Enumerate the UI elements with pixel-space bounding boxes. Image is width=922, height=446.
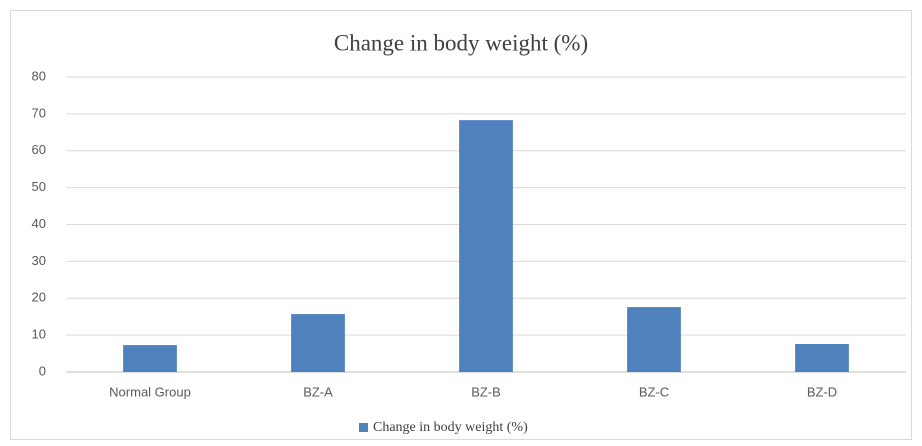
bar [291, 314, 345, 372]
x-tick-label: BZ-B [471, 384, 501, 399]
bar [459, 120, 513, 372]
y-tick-label: 30 [32, 253, 46, 268]
x-tick-label: BZ-C [639, 384, 669, 399]
x-tick-label: BZ-A [303, 384, 333, 399]
legend-swatch [359, 423, 368, 432]
x-tick-label: Normal Group [109, 384, 191, 399]
x-tick-label: BZ-D [807, 384, 837, 399]
bar [123, 345, 177, 372]
y-tick-label: 60 [32, 142, 46, 157]
y-tick-label: 50 [32, 179, 46, 194]
y-tick-label: 20 [32, 290, 46, 305]
y-tick-label: 40 [32, 216, 46, 231]
y-tick-label: 10 [32, 327, 46, 342]
chart-title: Change in body weight (%) [334, 30, 588, 55]
y-tick-label: 80 [32, 68, 46, 83]
y-tick-label: 70 [32, 105, 46, 120]
y-tick-label: 0 [39, 363, 46, 378]
bar [795, 343, 849, 372]
legend-label: Change in body weight (%) [373, 420, 528, 435]
bar [627, 307, 681, 372]
